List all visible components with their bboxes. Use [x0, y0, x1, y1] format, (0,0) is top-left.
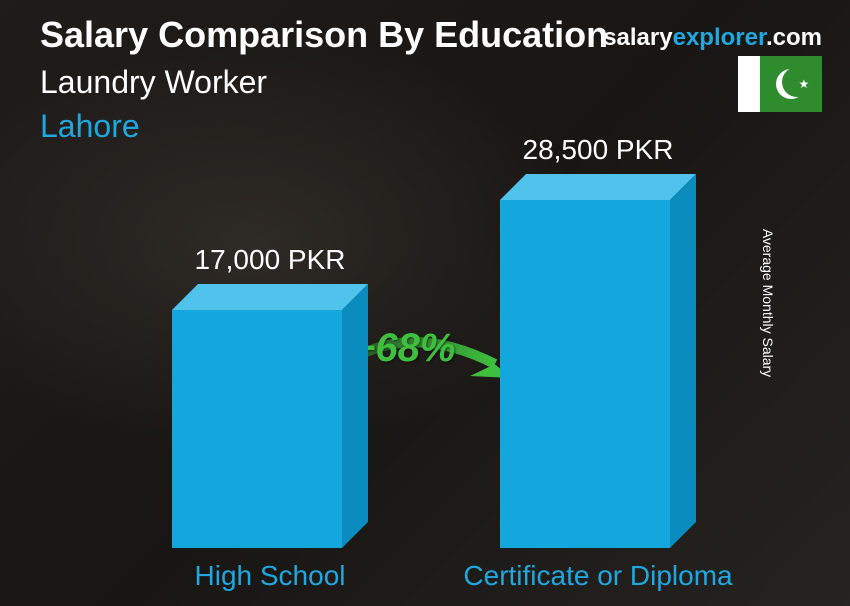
- bar-top-poly: [172, 284, 368, 310]
- brand-part1: salary: [603, 24, 672, 51]
- bar-top-face: [500, 174, 696, 200]
- flag-field: ★: [760, 56, 822, 112]
- bar-top-poly: [500, 174, 696, 200]
- bar-side-face: [670, 174, 696, 548]
- chart-area: +68% 17,000 PKR High School: [0, 176, 850, 606]
- flag-star-icon: ★: [798, 77, 809, 91]
- bar-3d: [500, 174, 696, 548]
- brand-part3: .com: [766, 24, 822, 51]
- job-subtitle: Laundry Worker: [40, 64, 267, 101]
- content-root: Salary Comparison By Education Laundry W…: [0, 0, 850, 606]
- location-label: Lahore: [40, 108, 140, 145]
- flag-stripe: [738, 56, 760, 112]
- bar-certificate-diploma: 28,500 PKR Certificate or Diploma: [500, 174, 696, 548]
- brand-logo: salaryexplorer.com: [603, 24, 822, 52]
- bar-high-school: 17,000 PKR High School: [172, 284, 368, 548]
- bar-value-label: 17,000 PKR: [195, 244, 346, 276]
- bar-side-poly: [342, 284, 368, 548]
- bar-category-label: Certificate or Diploma: [463, 560, 732, 592]
- brand-part2: explorer: [673, 24, 766, 51]
- page-title: Salary Comparison By Education: [40, 14, 608, 56]
- bar-3d: [172, 284, 368, 548]
- bar-front-face: [172, 310, 342, 548]
- bar-value-label: 28,500 PKR: [523, 134, 674, 166]
- flag-pakistan: ★: [738, 56, 822, 112]
- bar-top-face: [172, 284, 368, 310]
- bar-front-face: [500, 200, 670, 548]
- bar-side-poly: [670, 174, 696, 548]
- bar-category-label: High School: [195, 560, 346, 592]
- bar-side-face: [342, 284, 368, 548]
